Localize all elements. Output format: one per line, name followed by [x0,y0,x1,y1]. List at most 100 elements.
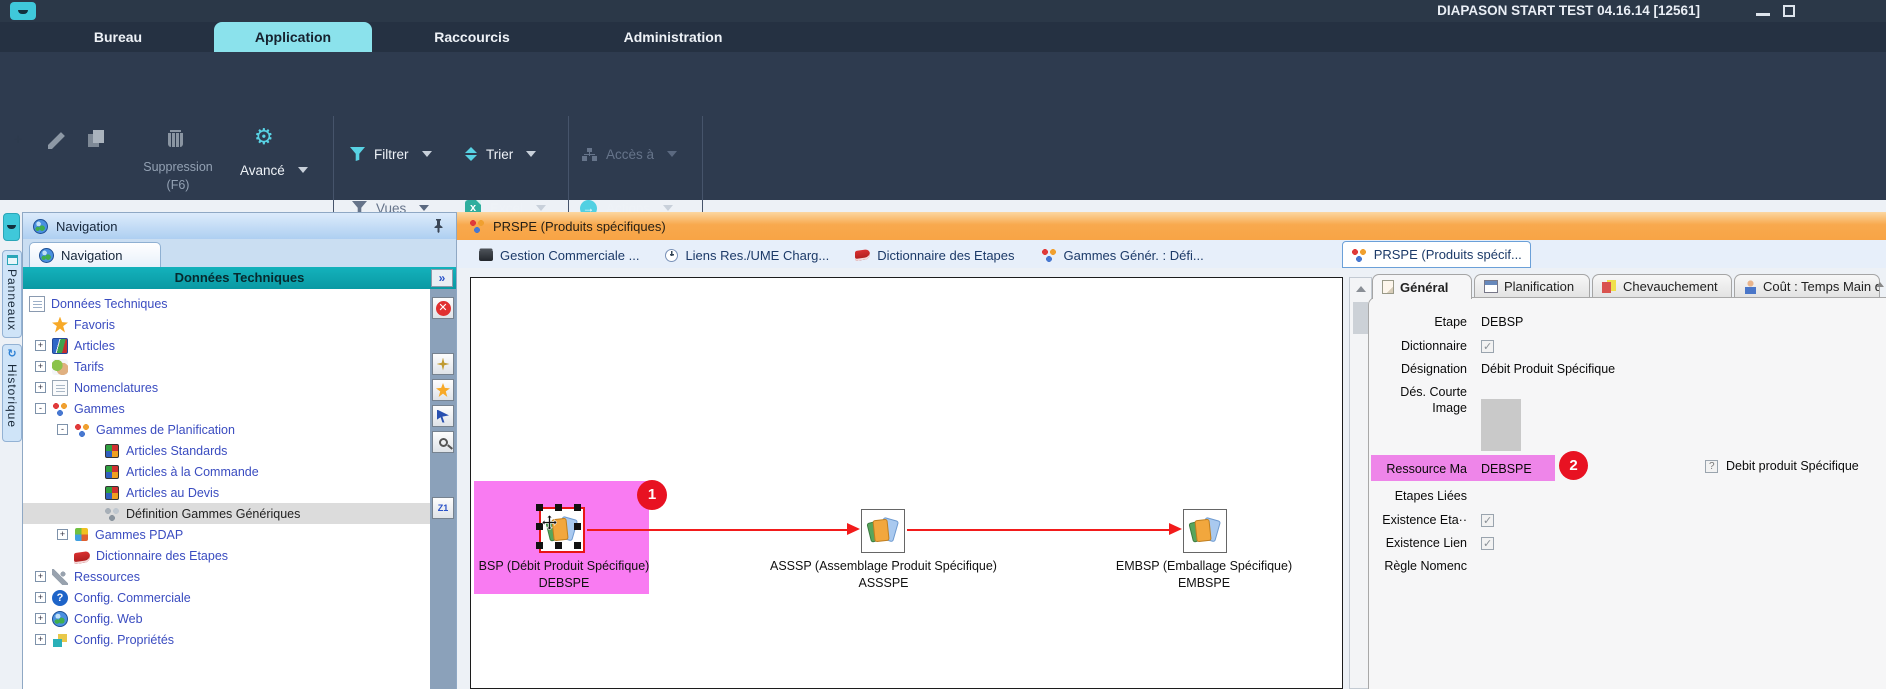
dictionnaire-checkbox[interactable] [1481,339,1494,353]
expander-icon[interactable]: - [35,403,46,414]
tree-item-tarifs[interactable]: + Tarifs [23,356,430,377]
tab-chevauchement[interactable]: Chevauchement [1592,274,1732,298]
chevron-down-icon[interactable] [297,167,308,173]
existence-etape-checkbox[interactable] [1481,513,1494,527]
tree-item-definition-gammes-generiques[interactable]: Définition Gammes Génériques [23,503,430,524]
expander-icon[interactable]: + [35,634,46,645]
tree-item-articles-devis[interactable]: Articles au Devis [23,482,430,503]
node-debsp[interactable] [536,504,585,553]
gear-icon[interactable]: ⚙ [254,124,274,149]
copy-icon[interactable] [88,130,105,147]
cursor-icon [437,409,449,423]
cube-icon [105,464,119,479]
pin-icon[interactable] [433,219,444,236]
field-value[interactable]: DEBSP [1481,315,1524,329]
tree-item-articles-standards[interactable]: Articles Standards [23,440,430,461]
app-menu-icon[interactable] [10,2,36,20]
nodes-gray-icon [104,505,120,522]
expander-icon[interactable]: + [35,571,46,582]
tab-cout-temps[interactable]: Coût : Temps Main d'O [1734,274,1880,298]
title-bar: DIAPASON START TEST 04.16.14 [12561] [0,0,1886,22]
tree-item-config-proprietes[interactable]: + Config. Propriétés [23,629,430,650]
side-tab-panneaux[interactable]: Panneaux [2,250,22,338]
link-line[interactable] [587,529,849,531]
tab-gestion-commerciale[interactable]: Gestion Commerciale ... [471,242,647,268]
filtrer-button[interactable]: Filtrer [350,142,432,166]
image-placeholder[interactable] [1481,399,1521,451]
chevron-down-icon[interactable] [536,205,547,211]
tree-item-gammes[interactable]: - Gammes [23,398,430,419]
expand-all-button[interactable]: » [431,269,453,287]
tree-item-ressources[interactable]: + Ressources [23,566,430,587]
node-label: EMBSP (Emballage Spécifique) [1115,559,1293,573]
maximize-button[interactable] [1783,5,1795,17]
edit-icon[interactable] [48,132,65,149]
tree-item-donnees-techniques[interactable]: Données Techniques [23,293,430,314]
menu-tab-bureau[interactable]: Bureau [93,29,143,45]
vues-button[interactable]: Vues [352,196,430,220]
field-highlight [1371,455,1555,481]
tree-item-dictionnaire-etapes[interactable]: Dictionnaire des Etapes [23,545,430,566]
field-existence-etape: Existence Eta·· [1369,510,1886,530]
navigation-tab[interactable]: Navigation [29,242,161,267]
tab-planification[interactable]: Planification [1474,274,1590,298]
scrollbar-thumb[interactable] [1353,302,1368,334]
tree-item-articles-commande[interactable]: Articles à la Commande [23,461,430,482]
menu-tab-administration[interactable]: Administration [623,29,723,45]
trier-button[interactable]: Trier [465,142,537,166]
field-value[interactable]: DEBSPE [1481,462,1532,476]
tab-dictionnaire-etapes[interactable]: Dictionnaire des Etapes [847,242,1022,268]
pointer-button[interactable] [432,405,454,427]
tree-item-config-commerciale[interactable]: +Config. Commerciale [23,587,430,608]
search-button[interactable] [432,431,454,453]
tree-item-articles[interactable]: + Articles [23,335,430,356]
expander-icon[interactable]: + [57,529,68,540]
debit-produit-checkbox[interactable] [1705,459,1718,473]
tree-item-gammes-planification[interactable]: - Gammes de Planification [23,419,430,440]
expander-icon[interactable]: + [35,361,46,372]
tab-prspe-active[interactable]: PRSPE (Produits spécif... [1341,241,1531,268]
scroll-up-icon[interactable] [1356,286,1366,292]
tab-liens-res-ume[interactable]: Liens Res./UME Charg... [657,242,837,268]
expander-icon[interactable]: + [35,592,46,603]
chevron-down-icon[interactable] [526,151,537,157]
chevron-down-icon[interactable] [663,205,674,211]
field-regle-nomenc: Règle Nomenc [1384,559,1467,573]
menu-tab-application[interactable]: Application [214,22,372,52]
menu-tab-raccourcis[interactable]: Raccourcis [434,29,510,45]
favorites-button[interactable] [432,379,454,401]
zoom-button[interactable]: Z1 [432,497,454,519]
diagram-canvas[interactable]: 1 BSP (Débit Produit Spécifique) DEBSPE … [470,277,1343,689]
expander-icon[interactable]: - [57,424,68,435]
tree-item-favoris[interactable]: Favoris [23,314,430,335]
node-embsp[interactable] [1183,509,1227,553]
tab-gammes-generiques[interactable]: Gammes Génér. : Défi... [1033,242,1212,268]
close-tree-button[interactable]: ✕ [432,297,454,319]
expander-icon[interactable]: + [35,613,46,624]
avance-button[interactable]: Avancé [240,158,308,182]
tab-general[interactable]: Général [1372,274,1472,299]
expander-icon[interactable]: + [35,340,46,351]
globe-icon [39,247,54,263]
minimize-button[interactable] [1756,13,1770,16]
step-icon [1188,517,1221,543]
compass-button[interactable] [432,353,454,375]
chevron-down-icon [667,151,678,157]
expander-icon[interactable]: + [35,382,46,393]
tree-item-config-web[interactable]: + Config. Web [23,608,430,629]
link-line[interactable] [907,529,1171,531]
panel-collapse-icon[interactable] [3,213,20,241]
acces-a-button[interactable]: Accès à [582,142,678,166]
field-value[interactable]: Débit Produit Spécifique [1481,362,1616,376]
clock-icon [665,248,679,262]
node-label: BSP (Débit Produit Spécifique) [478,559,650,573]
node-asssp[interactable] [861,509,905,553]
tree-item-gammes-pdap[interactable]: + Gammes PDAP [23,524,430,545]
tree-item-nomenclatures[interactable]: + Nomenclatures [23,377,430,398]
existence-lien-checkbox[interactable] [1481,536,1494,550]
field-image: Image [1432,401,1467,415]
tab-scroll-icon[interactable] [1876,282,1884,287]
chevron-down-icon[interactable] [421,151,432,157]
side-tab-historique[interactable]: ↻ Historique [2,344,22,442]
suppression-label[interactable]: Suppression [143,160,213,174]
